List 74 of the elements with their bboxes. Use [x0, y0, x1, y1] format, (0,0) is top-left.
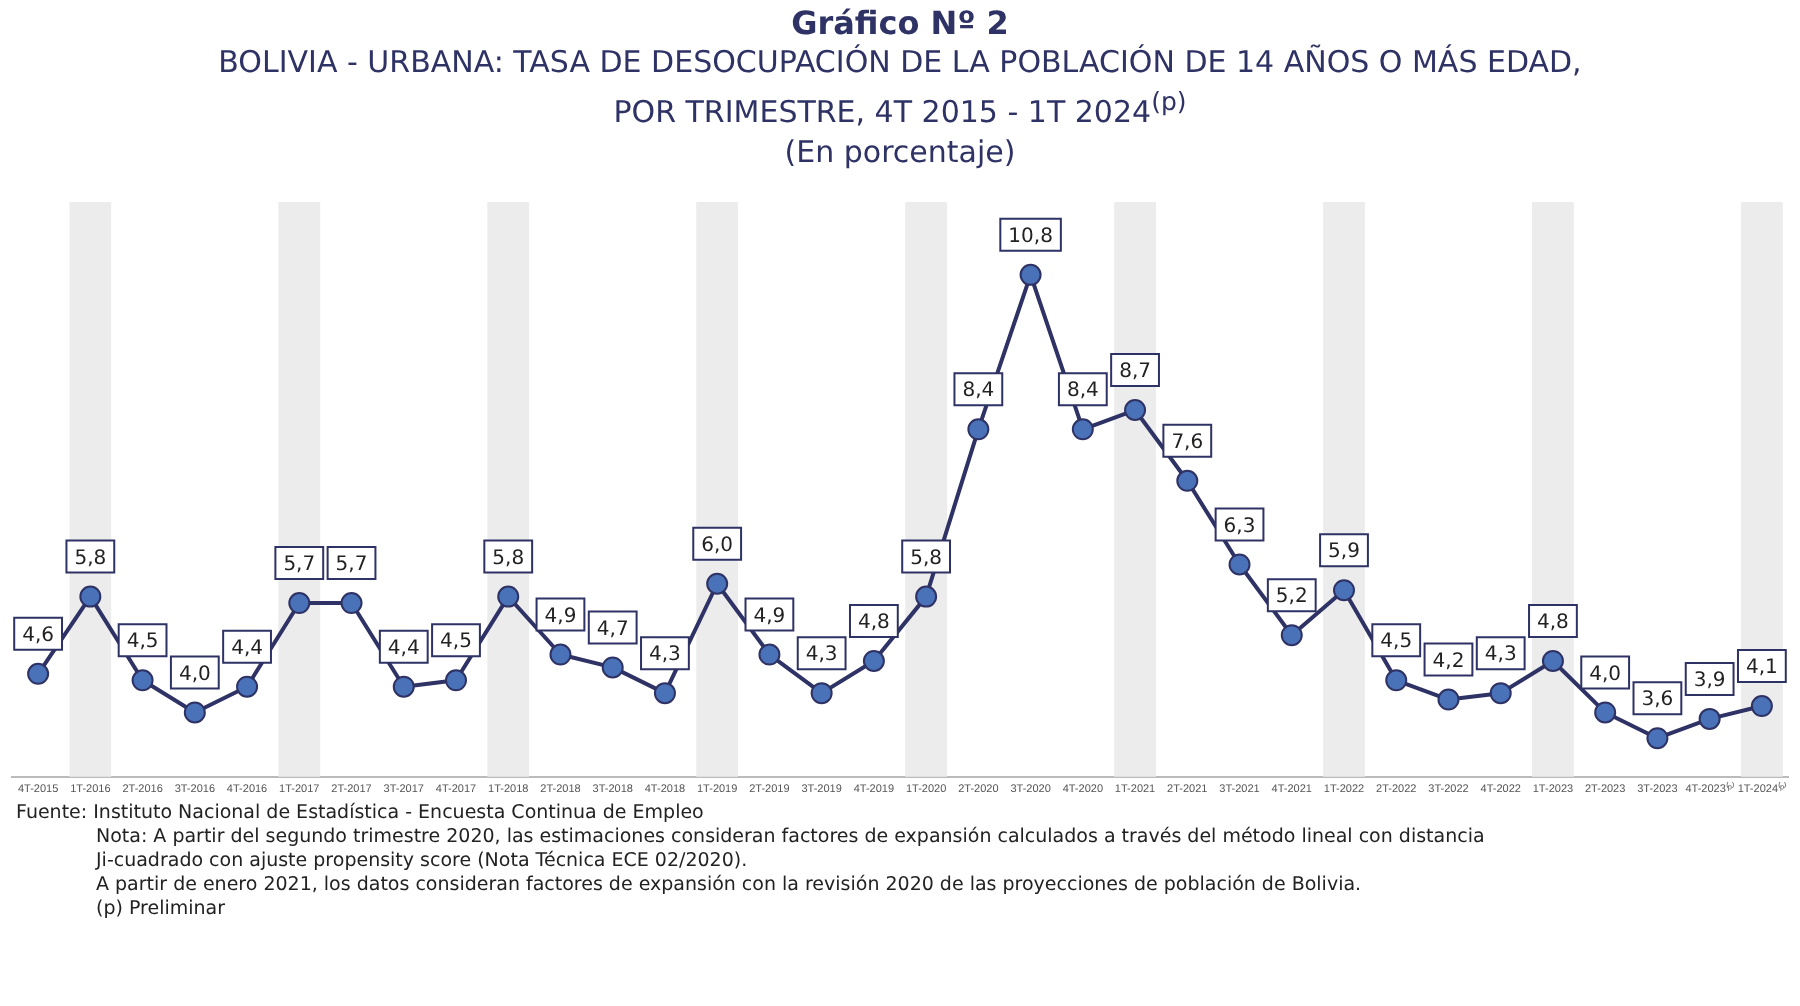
- point: [862, 649, 885, 672]
- point: [706, 572, 729, 595]
- point: [1176, 469, 1199, 492]
- point: [1124, 399, 1147, 422]
- source-note: Fuente: Instituto Nacional de Estadística - Encuesta Continua de Empleo: [16, 802, 706, 826]
- data-label: 6,0: [701, 534, 734, 557]
- point: [653, 682, 676, 705]
- data-label: 4,4: [231, 637, 263, 660]
- point: [1698, 707, 1721, 730]
- data-label: 4,5: [126, 631, 159, 654]
- point: [1437, 688, 1460, 711]
- data-label: 4,9: [753, 605, 786, 628]
- data-label: 4,0: [178, 663, 211, 686]
- data-label: 4,3: [805, 644, 838, 667]
- data-label: 6,3: [1223, 515, 1256, 538]
- point: [340, 592, 363, 615]
- data-label: 5,2: [1275, 586, 1308, 609]
- data-label: 4,5: [440, 631, 472, 654]
- point: [1019, 263, 1042, 286]
- data-label: 4,4: [387, 637, 420, 660]
- point: [27, 662, 50, 685]
- data-label: 4,5: [1380, 631, 1413, 654]
- point: [79, 585, 102, 608]
- data-label: 4,7: [596, 618, 629, 641]
- point: [810, 682, 833, 705]
- point: [1071, 418, 1094, 441]
- text: A partir de enero 2021, los datos consideran factores de expansión con la revisión 2020 de las proyecciones de población de Bolivia.: [94, 874, 1364, 898]
- data-label: 4,6: [22, 625, 55, 648]
- point: [1228, 553, 1251, 576]
- data-label: 10,8: [1008, 226, 1053, 249]
- point: [1594, 701, 1617, 724]
- data-label: 7,6: [1171, 431, 1204, 454]
- text: Nota: A partir del segundo trimestre 2020, las estimaciones consideran factores de expansión calculados a través del método lineal con distancia Ji-cuadrado con ajuste propensity score (Nota Técnica ECE 02/2020).: [93, 826, 1487, 874]
- data-label: 5,8: [492, 547, 525, 570]
- chart-title: Gráfico Nº 2: [789, 4, 1011, 42]
- data-label: 4,8: [1537, 612, 1569, 635]
- point: [445, 669, 467, 692]
- text: (p) Preliminar: [94, 898, 227, 922]
- point: [1646, 727, 1669, 750]
- point: [1541, 649, 1564, 672]
- data-label: 4,3: [1484, 644, 1517, 667]
- point: [1489, 682, 1512, 705]
- data-label: 8,4: [962, 380, 995, 403]
- point: [1750, 695, 1773, 718]
- point: [1385, 669, 1408, 692]
- data-label: 5,8: [910, 547, 943, 570]
- point: [915, 585, 938, 608]
- point: [183, 701, 206, 724]
- text: BOLIVIA - URBANA: TASA DE DESOCUPACIÓN DE LA POBLACIÓN DE 14 AÑOS O MÁS EDAD, POR TRIMESTRE, 4T 2015 - 1T 2024$^{(p)}$ (En porcentaje): [218, 44, 1582, 170]
- data-label: 4,9: [544, 605, 577, 628]
- point: [497, 585, 520, 608]
- data-label: 4,0: [1589, 663, 1622, 686]
- point: [236, 675, 259, 698]
- data-label: 5,8: [74, 547, 107, 570]
- point: [1333, 579, 1355, 602]
- point: [392, 675, 415, 698]
- data-label: 8,7: [1119, 361, 1151, 384]
- data-label: 8,4: [1066, 380, 1099, 403]
- data-label: 4,3: [649, 644, 681, 667]
- point: [967, 418, 990, 441]
- data-label: 3,6: [1641, 689, 1674, 712]
- point: [288, 592, 311, 615]
- point: [601, 656, 624, 679]
- data-label: 4,2: [1432, 650, 1465, 673]
- data-label: 5,9: [1328, 541, 1360, 564]
- data-label: 3,9: [1693, 670, 1726, 693]
- point: [1280, 624, 1303, 647]
- data-label: 4,1: [1745, 657, 1778, 680]
- data-label: 4,8: [857, 612, 890, 635]
- data-label: 5,7: [283, 554, 316, 577]
- point: [549, 643, 572, 666]
- point: [131, 669, 154, 692]
- data-label: 5,7: [335, 554, 368, 577]
- point: [758, 643, 781, 666]
